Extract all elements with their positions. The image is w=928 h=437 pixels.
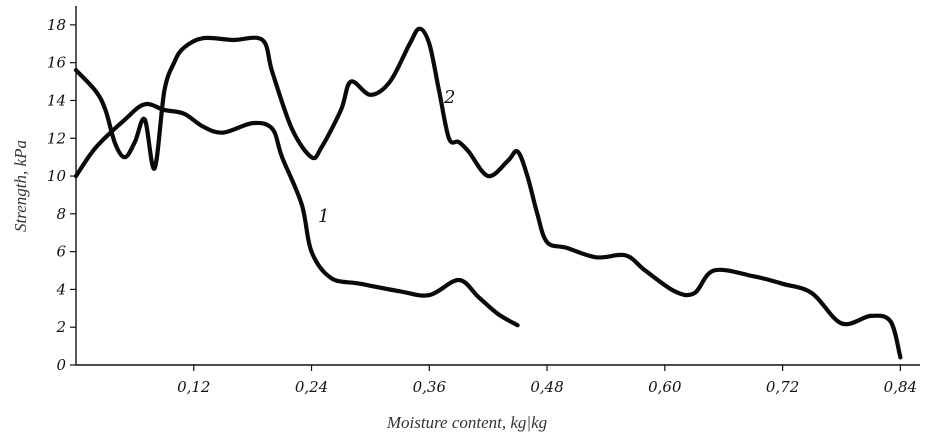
y-tick-label: 2 [55, 318, 66, 336]
x-axis-title: Moisture content, kg|kg [386, 413, 547, 432]
x-tick-label: 0,60 [648, 378, 682, 396]
y-tick-label: 10 [47, 167, 67, 185]
x-tick-label: 0,84 [884, 378, 917, 396]
y-tick-label: 6 [56, 243, 66, 261]
y-tick-label: 16 [47, 54, 67, 72]
series-line-1 [73, 101, 520, 328]
x-ticks: 0,12 0,24 0,36 0,48 0,60 0,72 0,84 [177, 365, 917, 396]
x-tick-label: 0,12 [177, 378, 210, 396]
y-tick-label: 0 [56, 356, 66, 374]
y-tick-label: 12 [47, 129, 66, 147]
x-tick-label: 0,48 [530, 378, 563, 396]
series-label-2: 2 [443, 87, 455, 108]
y-ticks: 0 2 4 6 8 10 12 14 16 18 [47, 16, 76, 374]
y-tick-label: 8 [56, 205, 66, 223]
y-tick-label: 4 [55, 280, 66, 298]
x-tick-label: 0,36 [413, 378, 447, 396]
x-tick-label: 0,24 [295, 378, 328, 396]
y-tick-label: 18 [47, 16, 66, 34]
series-line-2 [73, 26, 903, 360]
y-axis-title: Strength, kPa [11, 140, 30, 232]
series-labels: 1 2 [318, 87, 455, 227]
x-tick-label: 0,72 [766, 378, 799, 396]
curves [73, 26, 903, 360]
series-label-1: 1 [318, 206, 329, 227]
axes [75, 6, 920, 366]
y-tick-label: 14 [47, 91, 66, 109]
